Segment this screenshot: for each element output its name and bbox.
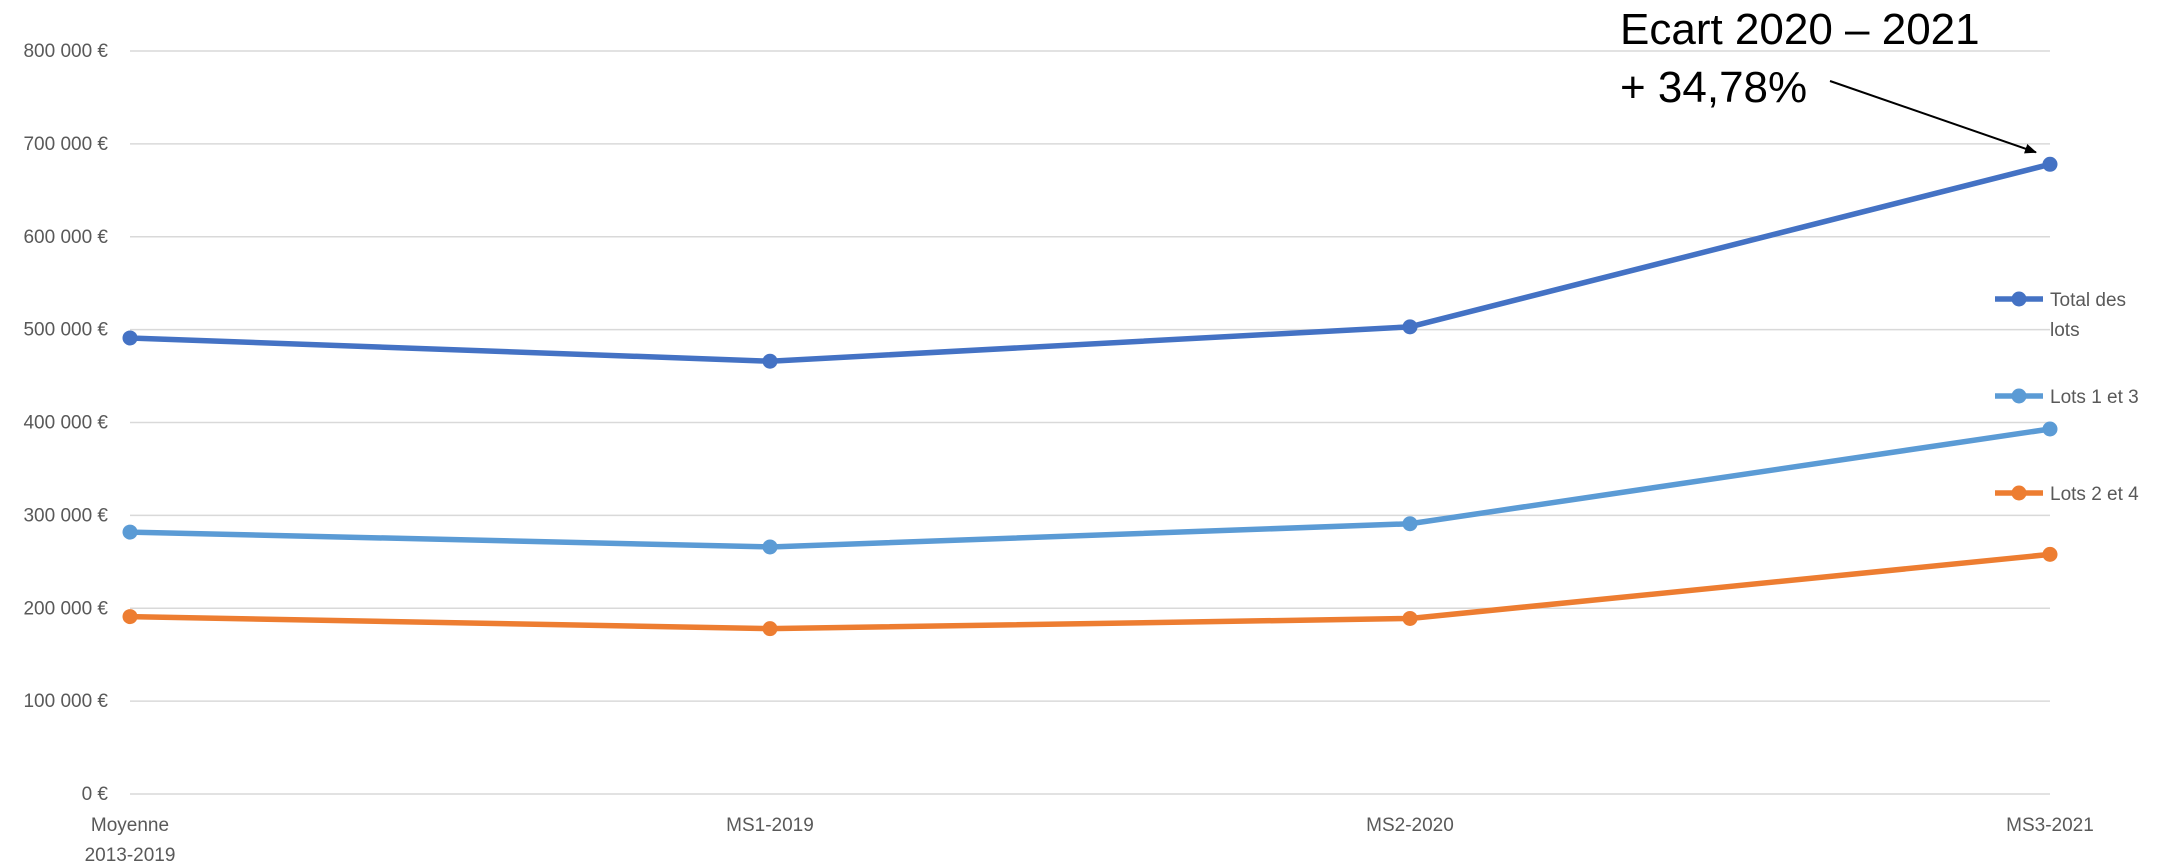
series-line xyxy=(127,551,2053,632)
data-point xyxy=(1402,516,1418,532)
x-tick-label: MS2-2020 xyxy=(1366,815,1454,836)
grid-lines xyxy=(130,50,2050,795)
data-point xyxy=(1402,319,1418,335)
legend-marker xyxy=(2011,485,2027,501)
y-tick-label: 400 000 € xyxy=(23,413,108,434)
series-line xyxy=(127,161,2053,364)
legend-label: Total des lots xyxy=(2050,290,2126,341)
data-point xyxy=(762,539,778,555)
y-tick-label: 600 000 € xyxy=(23,227,108,248)
y-tick-label: 500 000 € xyxy=(23,320,108,341)
y-tick-label: 800 000 € xyxy=(23,41,108,62)
y-axis-labels: 0 € 100 000 € 200 000 € 300 000 € 400 000 € 5… xyxy=(23,41,108,805)
x-tick-label: MS3-2021 xyxy=(2006,815,2094,836)
data-point xyxy=(122,524,138,540)
y-tick-label: 700 000 € xyxy=(23,134,108,155)
legend: Total des lots Lots 1 et 3 Lots 2 et 4 xyxy=(1995,290,2139,505)
data-point xyxy=(2042,546,2058,562)
x-tick-label: MS1-2019 xyxy=(726,815,814,836)
y-tick-label: 300 000 € xyxy=(23,505,108,526)
data-point xyxy=(2042,421,2058,437)
series-line xyxy=(127,426,2053,550)
legend-label: Lots 1 et 3 xyxy=(2050,387,2139,408)
x-tick-label: Moyenne 2013-2019 xyxy=(85,815,176,863)
y-tick-label: 0 € xyxy=(82,784,109,805)
series-lines xyxy=(122,156,2058,637)
x-axis-labels: Moyenne 2013-2019 MS1-2019 MS2-2020 MS3-2021 xyxy=(85,815,2094,863)
legend-marker xyxy=(2011,291,2027,307)
y-tick-label: 100 000 € xyxy=(23,691,108,712)
data-point xyxy=(1402,610,1418,626)
legend-label: Lots 2 et 4 xyxy=(2050,484,2139,505)
data-point xyxy=(762,353,778,369)
annotation: Ecart 2020 – 2021 + 34,78% xyxy=(1620,5,2037,154)
annotation-arrow xyxy=(1829,80,2037,154)
y-tick-label: 200 000 € xyxy=(23,598,108,619)
annotation-text: Ecart 2020 – 2021 + 34,78% xyxy=(1620,5,1980,112)
data-point xyxy=(122,330,138,346)
data-point xyxy=(122,609,138,625)
legend-marker xyxy=(2011,388,2027,404)
data-point xyxy=(2042,156,2058,172)
data-point xyxy=(762,621,778,637)
